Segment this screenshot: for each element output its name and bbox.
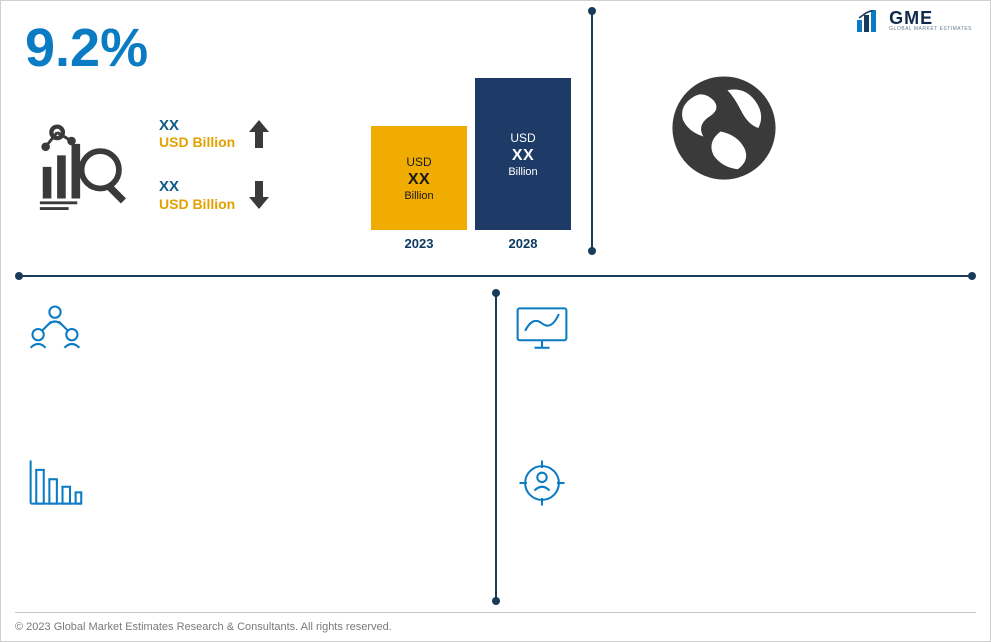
bar-2023-year: 2023 [405,236,434,251]
arrow-down-icon [249,181,269,209]
globe-icon [669,73,779,183]
top-left-panel: 9.2% [19,17,609,265]
vertical-divider-top [591,11,593,251]
quadrant-top-right [506,293,973,441]
players-icon [25,301,85,357]
market-size-metrics: XX USD Billion XX USD Billion [37,117,269,212]
top-section: 9.2% [19,17,972,265]
market-size-bar-chart: USD XX Billion 2023 USD XX Billion 2028 [371,78,571,251]
bar-2028-rect: USD XX Billion [475,78,571,230]
footer-copyright: © 2023 Global Market Estimates Research … [15,621,392,633]
bar-2023-unit: Billion [404,190,433,202]
vertical-divider-bottom [495,293,497,601]
top-right-panel [609,17,972,265]
bar-2023: USD XX Billion 2023 [371,126,467,251]
bar-chart-icon [25,455,85,511]
metric-high-label: USD Billion [159,134,235,150]
bar-2028-value: XX [512,147,534,165]
horizontal-divider [19,275,972,277]
infographic-root: GME GLOBAL MARKET ESTIMATES 9.2% [0,0,991,642]
monitor-trend-icon [512,301,572,357]
bar-2028: USD XX Billion 2028 [475,78,571,251]
quadrant-top-left [19,293,486,441]
bottom-section [19,293,972,601]
cagr-value: 9.2% [25,21,609,75]
metric-high: XX USD Billion [159,117,269,150]
target-user-icon [512,455,572,511]
metric-low: XX USD Billion [159,178,269,211]
arrow-up-icon [249,120,269,148]
analytics-icon [37,118,129,210]
bar-2028-usd: USD [510,131,535,145]
bar-2028-year: 2028 [509,236,538,251]
metric-low-label: USD Billion [159,196,235,212]
footer-divider [15,612,976,613]
bar-2023-usd: USD [406,155,431,169]
bar-2023-value: XX [408,171,430,189]
quadrant-bottom-left [19,447,486,595]
metric-low-value: XX [159,178,235,195]
quadrant-bottom-right [506,447,973,595]
bar-2023-rect: USD XX Billion [371,126,467,230]
bar-2028-unit: Billion [508,166,537,178]
metric-high-value: XX [159,117,235,134]
